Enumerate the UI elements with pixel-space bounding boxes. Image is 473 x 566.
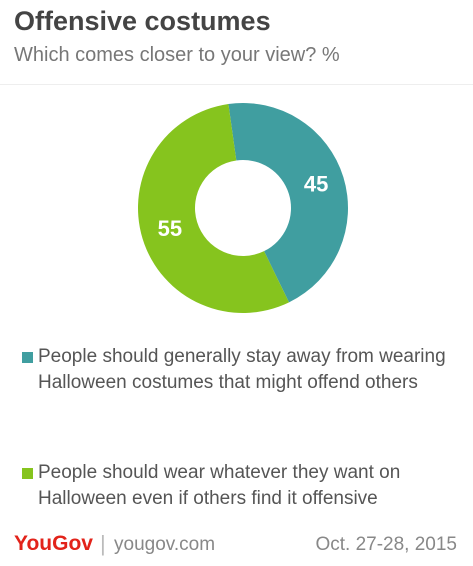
slice	[138, 104, 290, 313]
separator	[0, 84, 473, 85]
legend-swatch	[22, 468, 33, 479]
legend-swatch	[22, 352, 33, 363]
legend-label: People should generally stay away from w…	[38, 346, 446, 393]
brand-logo: YouGov	[14, 532, 93, 555]
slice	[228, 102, 349, 303]
source: yougov.com	[114, 534, 216, 555]
data-label: 55	[158, 216, 182, 241]
data-label: 45	[304, 171, 328, 196]
divider: |	[100, 531, 106, 556]
legend-item: People should wear whatever they want on…	[22, 460, 462, 512]
chart-title: Offensive costumes	[14, 6, 271, 36]
chart-subtitle: Which comes closer to your view? %	[14, 44, 340, 66]
legend-label: People should wear whatever they want on…	[38, 462, 401, 509]
chart: 45 55	[138, 102, 349, 313]
legend-item: People should generally stay away from w…	[22, 344, 462, 396]
date: Oct. 27-28, 2015	[315, 534, 457, 555]
